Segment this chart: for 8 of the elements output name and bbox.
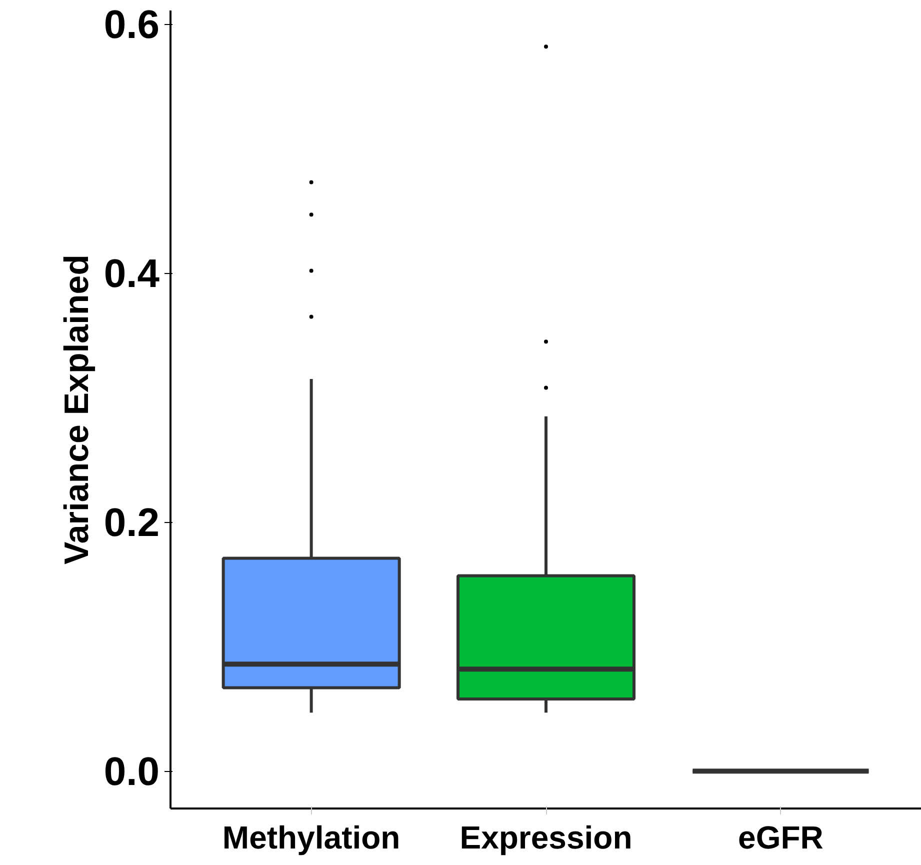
y-tick-label: 0.4 [104,252,160,296]
y-tick-label: 0.2 [104,501,160,546]
x-tick-label: Methylation [222,820,400,856]
x-tick-label: eGFR [738,820,824,856]
x-tick-label: Expression [460,820,632,856]
y-axis-title: Variance Explained [58,254,96,564]
y-tick-label: 0.0 [104,750,160,794]
y-tick-label: 0.6 [104,3,160,48]
